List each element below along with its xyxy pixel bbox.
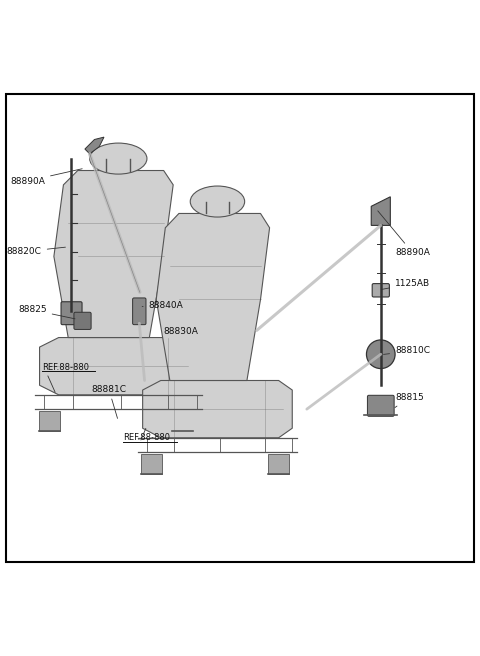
FancyBboxPatch shape: [372, 283, 389, 297]
Bar: [38, 411, 60, 430]
Text: 88815: 88815: [395, 393, 424, 407]
Bar: [268, 453, 289, 474]
Polygon shape: [143, 380, 292, 438]
Polygon shape: [371, 197, 390, 226]
Text: 88890A: 88890A: [378, 211, 430, 257]
FancyBboxPatch shape: [74, 312, 91, 329]
FancyBboxPatch shape: [132, 298, 146, 325]
Bar: [172, 411, 193, 430]
Text: 1125AB: 1125AB: [382, 279, 430, 289]
Polygon shape: [54, 171, 173, 338]
Text: 88810C: 88810C: [384, 346, 430, 356]
Circle shape: [366, 340, 395, 369]
FancyBboxPatch shape: [61, 302, 82, 325]
Bar: [141, 453, 162, 474]
FancyBboxPatch shape: [367, 396, 394, 417]
Polygon shape: [156, 213, 270, 380]
Text: 88830A: 88830A: [163, 327, 198, 337]
Text: REF.88-880: REF.88-880: [123, 433, 170, 442]
Text: REF.88-880: REF.88-880: [42, 363, 89, 372]
Ellipse shape: [190, 186, 245, 217]
Text: 88820C: 88820C: [7, 247, 65, 256]
Text: 88881C: 88881C: [91, 384, 126, 419]
Text: 88890A: 88890A: [10, 169, 82, 186]
Polygon shape: [39, 338, 197, 395]
Polygon shape: [85, 137, 104, 154]
Ellipse shape: [90, 143, 147, 174]
Text: 88840A: 88840A: [142, 300, 183, 310]
Text: 88825: 88825: [18, 305, 75, 319]
